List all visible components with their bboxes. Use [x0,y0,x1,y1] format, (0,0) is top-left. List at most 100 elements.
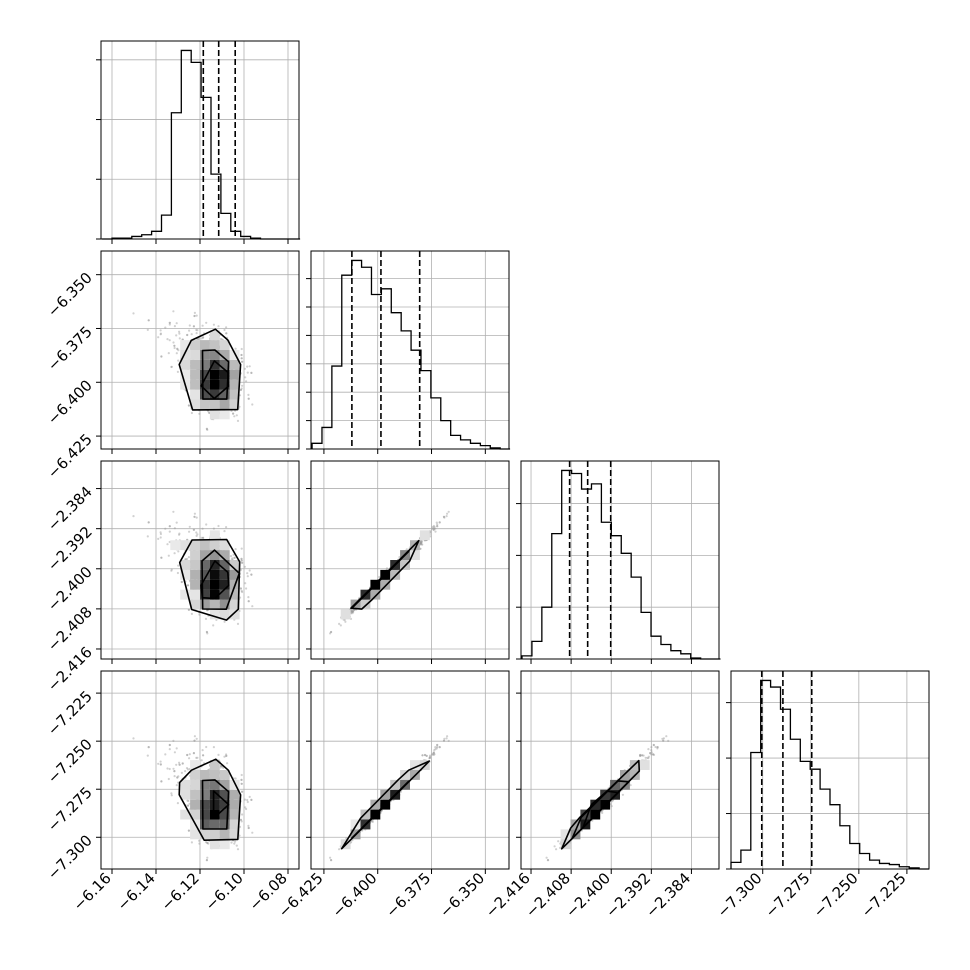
histogram-panel-3 [726,670,930,874]
scatter-point [433,527,436,530]
density-cell [190,389,200,400]
scatter-point [436,525,439,528]
scatter-point [208,411,211,414]
scatter-point [180,580,183,584]
scatter-point [352,609,355,613]
scatter-point [244,582,247,585]
density-cell [390,569,401,580]
density-cell [209,530,220,541]
scatter-points [132,310,254,431]
scatter-point [219,764,223,768]
scatter-point [168,321,171,324]
scatter-point [225,526,228,529]
scatter-point [184,558,187,561]
histogram-step-line [102,49,301,240]
scatter-point [193,515,196,518]
density-cell [219,550,230,560]
scatter-point [187,404,190,407]
scatter-point [233,842,236,845]
density-cell [190,399,200,410]
density-cell [180,540,191,551]
scatter-point [447,510,450,513]
density-cell [190,560,200,570]
scatter-point [236,848,240,851]
scatter-point [206,856,209,859]
scatter-point [436,523,439,526]
scatter-point [166,338,169,341]
scatter-point [185,767,189,770]
scatter-point [212,624,215,627]
density-cell [209,379,220,390]
scatter-point [421,543,424,546]
scatter-point [198,613,201,616]
density-cell [229,599,240,610]
scatter-point [240,559,243,562]
density-contour [200,560,230,600]
scatter-point [201,527,204,530]
scatter-panel-3-0 [96,670,300,874]
scatter-point [173,552,176,555]
scatter-point [198,412,201,415]
scatter-point [195,516,198,519]
density-cell [190,579,200,590]
panel-frame [730,670,930,870]
scatter-point [159,763,162,766]
scatter-point [420,543,423,546]
density-cell [360,599,371,610]
scatter-point [432,528,435,531]
scatter-panel-2-0 [96,460,300,664]
scatter-point [250,573,253,576]
scatter-point [208,411,211,414]
scatter-point [188,329,191,332]
scatter-point [250,371,253,374]
scatter-point [195,314,198,317]
density-cell [229,589,240,600]
scatter-point [192,325,195,328]
density-cell [219,379,230,390]
scatter-point [132,312,135,315]
scatter-point [245,807,248,811]
scatter-point [206,841,209,845]
scatter-point [192,528,195,531]
scatter-point [193,311,196,314]
density-cell [200,599,210,610]
grid [762,671,908,874]
scatter-point [431,527,434,530]
scatter-point [351,612,354,615]
scatter-point [241,561,244,564]
scatter-point [177,349,180,352]
scatter-point [172,341,175,344]
scatter-point [235,414,238,417]
scatter-point [198,842,201,845]
scatter-point [202,754,205,757]
density-cell [190,359,200,370]
density-cell [200,389,210,400]
scatter-point [159,332,162,335]
scatter-point [164,527,167,530]
density-cell [219,340,230,350]
scatter-point [193,739,196,742]
density-cell [180,560,191,570]
scatter-point [190,841,193,844]
scatter-point [244,376,247,379]
scatter-point [175,784,178,787]
scatter-point [195,737,198,740]
scatter-point [187,829,190,832]
density-cell [170,540,181,551]
histogram-step-line [521,469,721,660]
scatter-point [177,781,180,784]
scatter-point [195,534,198,538]
scatter-point [233,556,236,559]
grid [323,251,486,454]
scatter-point [229,555,233,558]
scatter-point [420,540,423,543]
scatter-point [195,531,198,534]
scatter-point [200,337,203,340]
scatter-point [240,557,243,560]
scatter-point [157,537,160,541]
scatter-point [186,333,189,337]
scatter-point [167,352,170,355]
scatter-point [176,776,179,779]
scatter-point [187,608,190,611]
density-cell [219,359,230,370]
